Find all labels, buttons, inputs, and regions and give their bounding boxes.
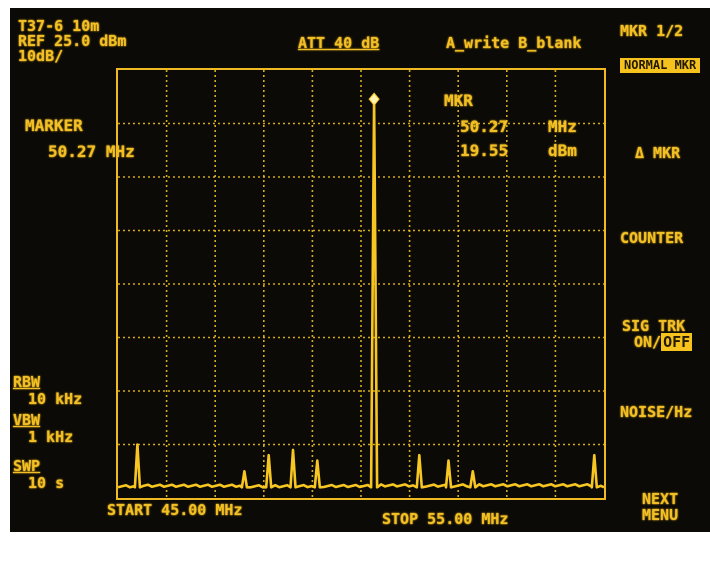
mkr-readout-frequency: 50.27 <box>460 117 509 136</box>
rbw-value: 10 kHz <box>28 390 83 408</box>
rbw-label: RBW <box>13 373 41 391</box>
softkey-signal-track-label: SIG TRK <box>622 317 686 335</box>
analyzer-screen: T37-6 10m REF 25.0 dBm 10dB/ ATT 40 dB A… <box>10 8 710 532</box>
softkey-counter[interactable]: COUNTER <box>620 229 684 247</box>
header-title: T37-6 10m <box>18 17 100 35</box>
softkey-signal-track-state: ON/OFF <box>622 333 710 351</box>
spectrum-plot <box>118 70 604 498</box>
softkey-noise-per-hz[interactable]: NOISE/Hz <box>620 403 693 421</box>
vbw-value: 1 kHz <box>28 428 74 446</box>
trace-modes: A_write B_blank <box>446 34 582 52</box>
marker-frequency: 50.27 <box>48 142 97 161</box>
next-menu-line1: NEXT <box>642 490 679 508</box>
scale-per-division: 10dB/ <box>18 47 64 65</box>
softkey-normal-mkr-label: NORMAL MKR <box>620 58 701 73</box>
marker-value: 50.27 MHz <box>48 143 135 161</box>
start-frequency: START 45.00 MHz <box>107 501 243 519</box>
swp-label: SWP <box>13 457 41 475</box>
softkey-menu-title: MKR 1/2 <box>620 22 684 40</box>
softkey-next-menu[interactable]: NEXT MENU <box>642 491 710 523</box>
graticule <box>116 68 606 500</box>
stop-frequency: STOP 55.00 MHz <box>382 510 509 528</box>
next-menu-line2: MENU <box>642 506 679 524</box>
signal-track-on: ON/ <box>634 333 662 351</box>
softkey-normal-mkr[interactable]: NORMAL MKR <box>620 58 701 73</box>
mkr-readout-amplitude: 19.55 <box>460 141 509 160</box>
marker-label: MARKER <box>25 116 83 135</box>
swp-value: 10 s <box>28 474 65 492</box>
vbw-label: VBW <box>13 411 41 429</box>
spectrum-trace <box>118 97 604 489</box>
marker-diamond <box>368 92 380 106</box>
attenuation-text: ATT 40 dB <box>298 34 380 52</box>
softkey-signal-track[interactable]: SIG TRK ON/OFF <box>622 317 710 351</box>
attenuation: ATT 40 dB <box>298 35 379 51</box>
softkey-delta-mkr[interactable]: Δ MKR <box>635 144 681 162</box>
marker-frequency-unit: MHz <box>105 142 135 161</box>
reference-level: REF 25.0 dBm <box>18 32 127 50</box>
signal-track-off-selected: OFF <box>661 333 693 351</box>
